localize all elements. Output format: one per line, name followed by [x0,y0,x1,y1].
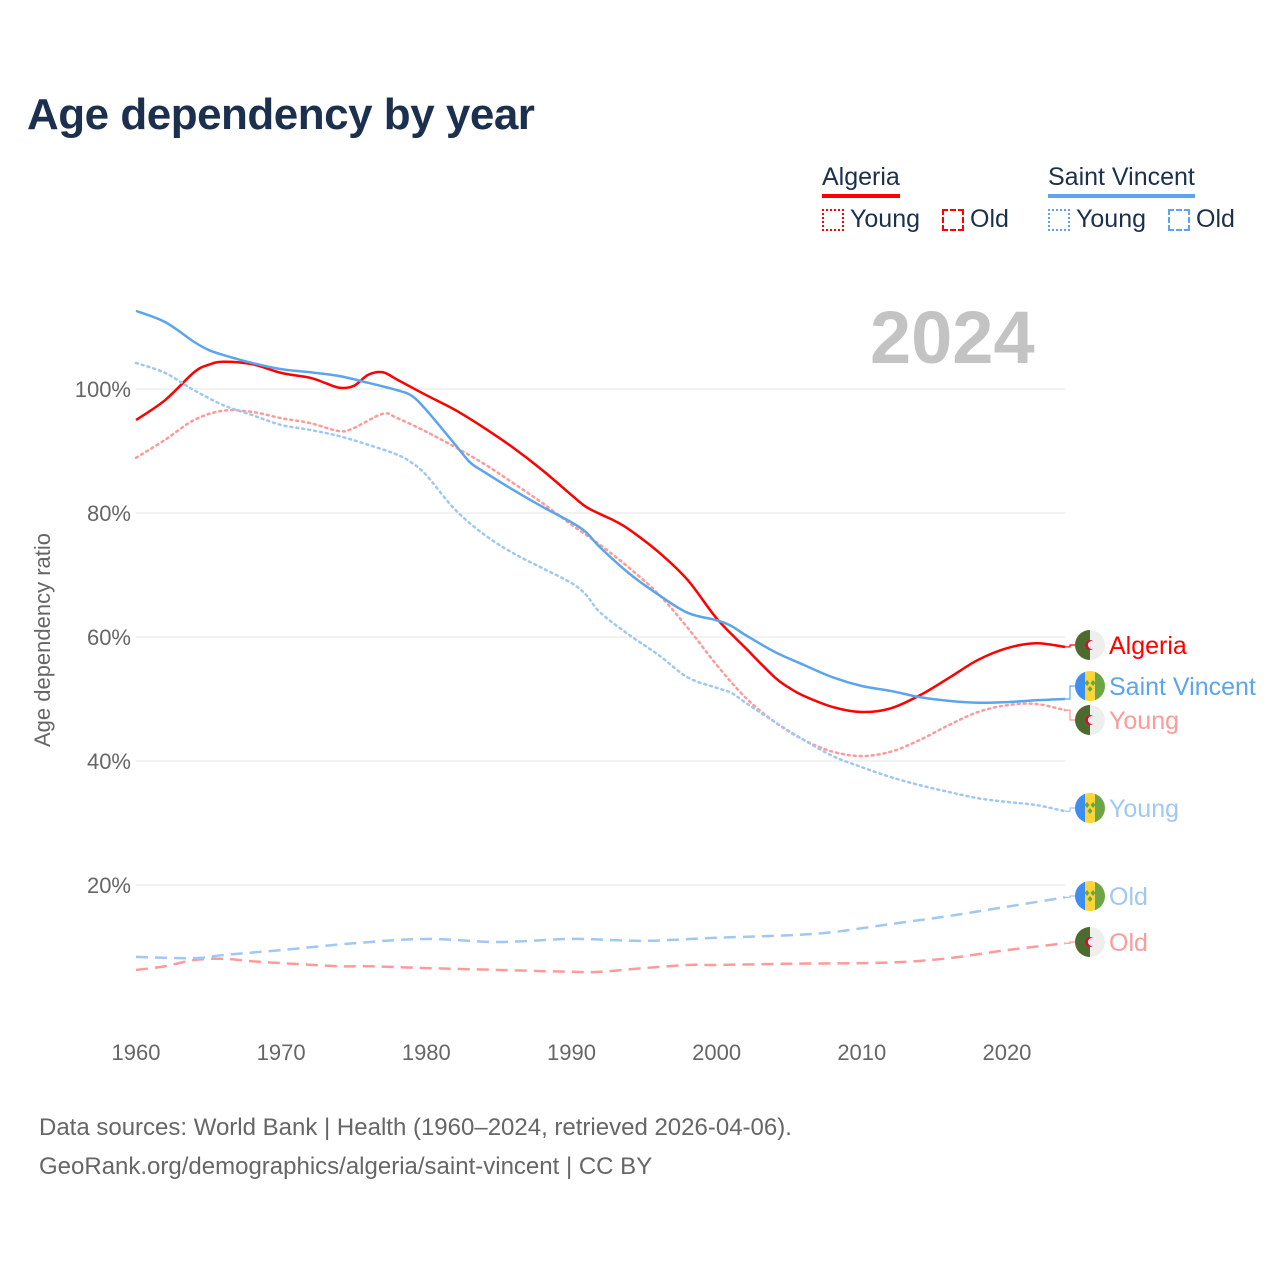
connector-line [1065,685,1076,700]
legend-label: Old [1196,205,1235,233]
saint-vincent-flag-icon [1075,881,1105,911]
dashed-swatch-icon [942,208,964,231]
diamond-icon [1090,680,1096,686]
legend-label: Young [1076,205,1146,233]
x-tick-label: 2010 [837,1040,886,1065]
y-tick-label: 60% [87,625,131,650]
flag-blue [1075,793,1085,823]
diamond-icon [1084,802,1090,808]
chart-title: Age dependency by year [27,90,535,139]
legend-saint-vincent[interactable]: Saint Vincent [1048,163,1195,198]
algeria-flag-icon [1075,927,1105,957]
flag-green [1095,881,1105,911]
flag-blue [1075,881,1085,911]
connector-line [1065,895,1076,899]
flag-blue [1075,671,1085,701]
series-line-saint-vincent-old [135,896,1066,960]
diamond-icon [1084,890,1090,896]
algeria-flag-icon [1075,630,1105,660]
dotted-swatch-icon [1048,208,1070,231]
flag-body [1075,793,1105,823]
crescent-cut [1088,938,1096,946]
algeria-flag-icon [1075,705,1105,735]
saint-vincent-flag-icon [1075,671,1105,701]
flag-body [1075,881,1105,911]
y-tick-label: 20% [87,873,131,898]
diamond-icon [1084,680,1090,686]
x-tick-label: 1970 [257,1040,306,1065]
legend-saint-vincent-young[interactable]: Young [1048,205,1146,234]
flag-white [1090,630,1105,660]
diamond-icon [1087,808,1093,814]
flag-green [1075,705,1090,735]
connector-line [1065,644,1076,648]
current-year-label: 2024 [870,296,1035,379]
legend-label: Old [970,205,1009,233]
x-tick-label: 2020 [982,1040,1031,1065]
series-end-label: Young [1109,795,1179,823]
saint-vincent-flag-icon [1075,793,1105,823]
diamond-icon [1087,896,1093,902]
x-tick-label: 1960 [112,1040,161,1065]
diamond-icon [1090,890,1096,896]
legend-algeria-young[interactable]: Young [822,205,920,234]
connector-line [1065,807,1076,812]
y-tick-label: 80% [87,501,131,526]
footer: Data sources: World Bank | Health (1960–… [39,1108,792,1186]
x-tick-label: 1990 [547,1040,596,1065]
series-line-algeria-old [135,942,1066,974]
flag-green [1075,630,1090,660]
dashed-swatch-icon [1168,208,1190,231]
series-end-label: Saint Vincent [1109,673,1256,701]
series-end-label: Old [1109,929,1148,957]
series-line-algeria [135,360,1066,714]
legend-algeria-old[interactable]: Old [942,205,1009,234]
source-link[interactable]: GeoRank.org/demographics/algeria/saint-v… [39,1153,653,1180]
x-tick-label: 1980 [402,1040,451,1065]
legend-label: Young [850,205,920,233]
legend-algeria[interactable]: Algeria [822,163,900,198]
series-end-label: Young [1109,707,1179,735]
flag-green [1075,927,1090,957]
dotted-swatch-icon [822,208,844,231]
flag-body [1075,705,1105,735]
diamond-icon [1090,802,1096,808]
series-line-saint-vincent-young [134,361,1067,813]
flag-white [1090,705,1105,735]
connector-line [1065,941,1076,944]
diamond-icon [1087,686,1093,692]
x-tick-label: 2000 [692,1040,741,1065]
flag-body [1075,671,1105,701]
series-line-algeria-young [134,408,1067,758]
series-end-label: Old [1109,883,1148,911]
y-tick-label: 100% [75,377,131,402]
flag-white [1090,927,1105,957]
connector-line [1065,709,1076,721]
crescent-cut [1088,716,1096,724]
flag-body [1075,927,1105,957]
flag-green [1095,793,1105,823]
y-axis-label: Age dependency ratio [30,533,55,747]
legend-saint-vincent-old[interactable]: Old [1168,205,1235,234]
series-end-label: Algeria [1109,632,1187,660]
crescent-cut [1088,641,1096,649]
flag-green [1095,671,1105,701]
y-tick-label: 40% [87,749,131,774]
flag-body [1075,630,1105,660]
data-source: Data sources: World Bank | Health (1960–… [39,1114,792,1141]
series-line-saint-vincent [135,309,1066,705]
